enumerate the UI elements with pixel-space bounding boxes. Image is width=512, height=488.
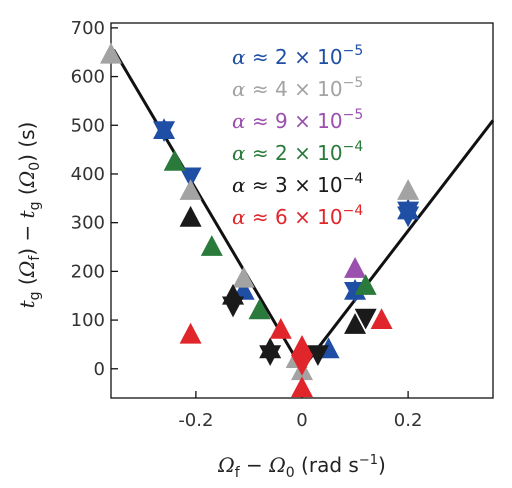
data-point-triangle-up (163, 149, 186, 171)
data-point-triangle-up (269, 317, 292, 339)
data-point-triangle-up (179, 205, 202, 227)
data-point-triangle-down (397, 206, 420, 228)
fit-line-left (112, 49, 304, 370)
legend-entry: α ≈ 3 × 10−4 (232, 171, 363, 197)
y-tick-label: 400 (71, 164, 105, 185)
x-tick-label: 0 (296, 410, 307, 431)
data-point-triangle-down (291, 354, 313, 376)
data-point-triangle-up (200, 235, 223, 256)
data-point-triangle-up (248, 298, 271, 320)
y-axis-label: tg (Ωf) − tg (Ω0) (s) (15, 122, 43, 309)
data-point-triangle-up (370, 308, 393, 329)
data-point-triangle-down (222, 296, 245, 318)
data-point-triangle-down (179, 167, 202, 189)
legend-entry: α ≈ 6 × 10−4 (232, 203, 363, 229)
x-tick-label: -0.2 (178, 410, 213, 431)
data-point-triangle-down (306, 345, 329, 367)
y-tick-label: 500 (71, 115, 105, 136)
y-tick-label: 0 (94, 359, 105, 380)
x-axis-label: Ωf − Ω0 (rad s−1) (217, 453, 386, 481)
legend-entry: α ≈ 4 × 10−5 (232, 75, 363, 101)
legend-entry: α ≈ 2 × 10−5 (232, 43, 363, 69)
y-tick-label: 600 (71, 67, 105, 88)
data-point-triangle-up (179, 179, 202, 200)
data-point-triangle-up (354, 274, 377, 295)
y-tick-label: 700 (71, 18, 105, 39)
data-point-triangle-up (397, 179, 420, 200)
data-point-star (153, 118, 176, 143)
data-point-triangle-up (100, 42, 122, 64)
data-point-triangle-down (259, 345, 282, 367)
fit-line-right (300, 119, 495, 370)
data-point-triangle-up (344, 313, 367, 334)
legend-entry: α ≈ 9 × 10−5 (232, 107, 363, 133)
legend-entry: α ≈ 2 × 10−4 (232, 139, 363, 165)
y-tick-label: 200 (71, 261, 105, 282)
y-tick-label: 300 (71, 213, 105, 234)
data-point-triangle-up (179, 322, 202, 344)
data-point-triangle-up (291, 334, 313, 356)
data-point-triangle-down (354, 308, 377, 330)
data-point-triangle-up (344, 257, 367, 278)
data-point-triangle-up (291, 376, 313, 398)
x-tick-label: 0.2 (394, 410, 423, 431)
y-tick-label: 100 (71, 310, 105, 331)
data-point-triangle-up (232, 266, 255, 288)
